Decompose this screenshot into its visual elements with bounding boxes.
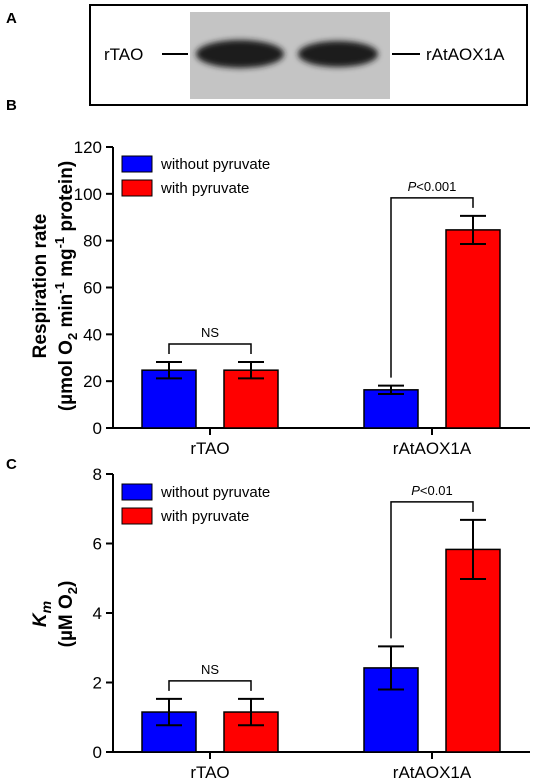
- ylabel-b-part-2: min: [56, 294, 77, 333]
- ylabel-c2-b: ): [56, 581, 77, 587]
- chart-c-ytick-label: 0: [93, 743, 102, 762]
- ylabel-c2-a: (µM O: [56, 594, 77, 647]
- chart-c-ylabel-line2: (µM O2): [56, 581, 80, 648]
- chart-c-significance-bracket: [168, 680, 252, 691]
- chart-b-bar: [363, 389, 419, 429]
- chart-c-ytick-label: 6: [93, 535, 102, 554]
- chart-b-bar: [223, 369, 279, 429]
- chart-b: 0 20 40 60 80 100 120 rTAO rAtAOX1A NS P<0.001 with…: [74, 138, 530, 458]
- chart-c-category-label: rAtAOX1A: [393, 763, 472, 782]
- chart-b-legend-swatch: [121, 179, 153, 197]
- panel-letter-c: C: [6, 456, 17, 473]
- blot-band-ratAOX1a: [298, 41, 378, 67]
- chart-b-significance-p: P: [408, 179, 417, 194]
- chart-b-ytick-label: 40: [83, 325, 102, 344]
- chart-b-significance-value: <0.001: [416, 179, 456, 194]
- chart-b-legend-label: without pyruvate: [160, 156, 270, 173]
- chart-b-significance-bracket: [390, 197, 474, 378]
- chart-c-ylabel-line1: Km: [30, 601, 54, 627]
- chart-c-significance-p: P: [411, 483, 420, 498]
- chart-c-legend-label: without pyruvate: [160, 484, 270, 501]
- chart-c-significance-bracket: [390, 501, 474, 639]
- chart-b-legend: without pyruvate with pyruvate: [121, 155, 270, 197]
- chart-b-ylabel-line1: Respiration rate: [30, 214, 51, 359]
- chart-b-legend-swatch: [121, 155, 153, 173]
- chart-c-significance-label: P<0.01: [411, 483, 453, 498]
- chart-c-significance-label: NS: [201, 662, 219, 677]
- panel-letter-b: B: [6, 97, 17, 114]
- chart-b-ytick-label: 60: [83, 279, 102, 298]
- chart-c-ytick-label: 2: [93, 674, 102, 693]
- chart-c-ytick-label: 4: [93, 604, 102, 623]
- chart-b-ytick-label: 20: [83, 372, 102, 391]
- ylabel-b-part-6: protein): [56, 161, 77, 237]
- chart-b-ylabel-line2: (µmol O2 min-1 mg-1 protein): [52, 161, 80, 411]
- ylabel-b-part-1: 2: [65, 333, 80, 340]
- chart-b-significance-bracket: [168, 343, 252, 354]
- chart-c: 0 2 4 6 8 rTAO rAtAOX1A NS P<0.01 without pyruvat…: [93, 465, 530, 782]
- chart-b-category-label: rAtAOX1A: [393, 439, 472, 458]
- chart-b-significance-label: P<0.001: [408, 179, 457, 194]
- chart-c-legend: without pyruvate with pyruvate: [121, 483, 270, 525]
- panel-letter-a: A: [6, 10, 17, 27]
- ylabel-c-k: K: [30, 612, 51, 627]
- chart-c-significance-value: <0.01: [420, 483, 453, 498]
- chart-b-bar: [445, 229, 501, 429]
- chart-c-legend-swatch: [121, 483, 153, 501]
- chart-c-category-label: rTAO: [190, 763, 229, 782]
- chart-b-significance-label: NS: [201, 325, 219, 340]
- ylabel-b-part-4: mg: [56, 248, 77, 282]
- chart-b-ytick-label: 0: [93, 419, 102, 438]
- ylabel-c-m: m: [38, 601, 54, 613]
- chart-c-ytick-label: 8: [93, 465, 102, 484]
- blot-label-rtao: rTAO: [104, 45, 143, 64]
- chart-c-legend-swatch: [121, 507, 153, 525]
- blot-label-ratAOX1a: rAtAOX1A: [426, 45, 505, 64]
- ylabel-b-part-3: -1: [52, 282, 67, 294]
- chart-c-bar: [445, 548, 501, 753]
- chart-b-legend-label: with pyruvate: [160, 180, 249, 197]
- blot-band-rtao: [196, 40, 284, 68]
- ylabel-b-part-0: (µmol O: [56, 340, 77, 411]
- chart-b-category-label: rTAO: [190, 439, 229, 458]
- chart-b-ytick-label: 120: [74, 138, 102, 157]
- chart-b-ytick-label: 80: [83, 232, 102, 251]
- ylabel-b-part-5: -1: [52, 237, 67, 249]
- chart-c-legend-label: with pyruvate: [160, 508, 249, 525]
- chart-b-ytick-label: 100: [74, 185, 102, 204]
- ylabel-c2-sub: 2: [65, 587, 80, 594]
